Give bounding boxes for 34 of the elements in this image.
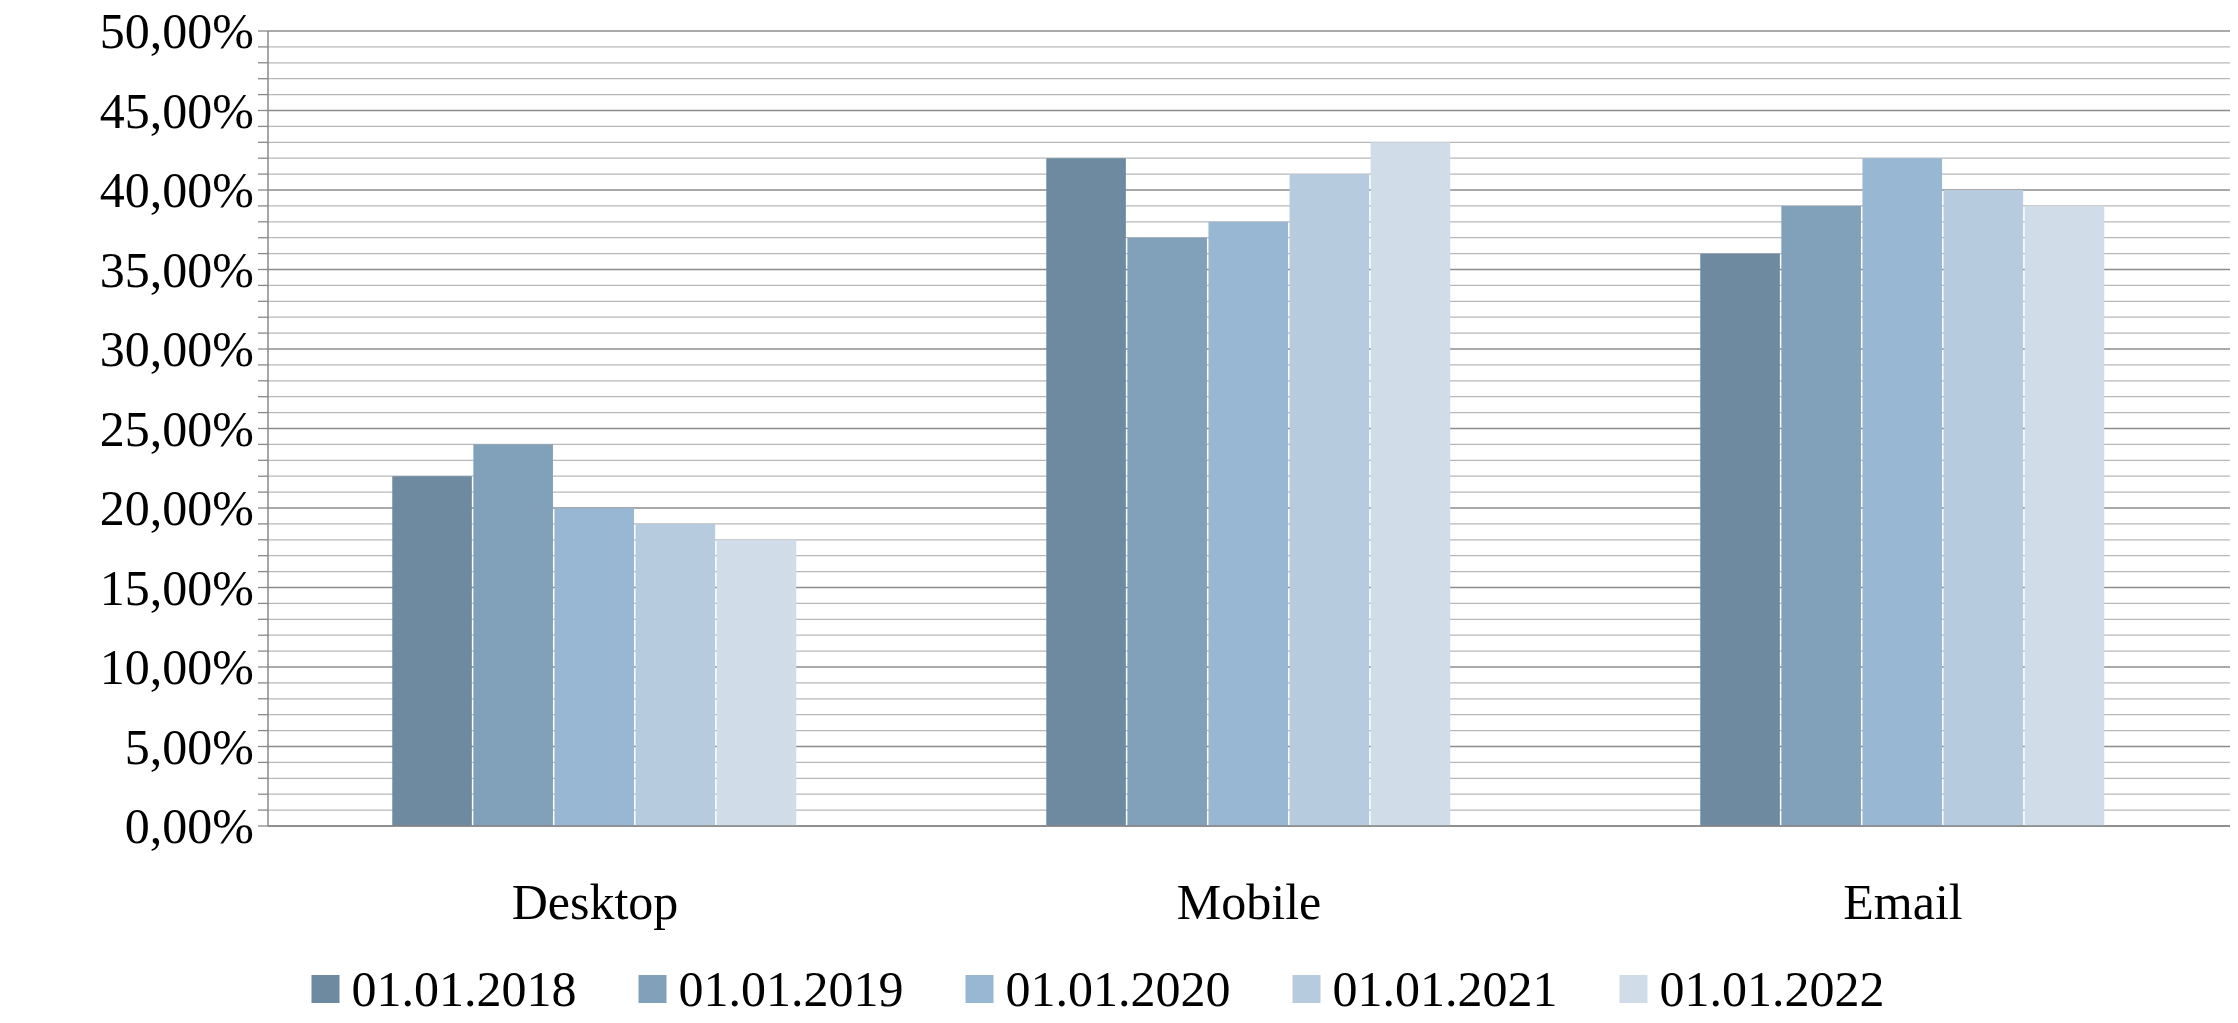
bar xyxy=(554,508,635,826)
bar xyxy=(1862,158,1943,826)
y-tick-label: 35,00% xyxy=(99,241,254,298)
legend-label: 01.01.2022 xyxy=(1659,961,1885,1017)
bar xyxy=(716,539,797,826)
x-tick-label: Mobile xyxy=(1176,874,1322,930)
y-tick-label: 15,00% xyxy=(99,559,254,616)
y-tick-label: 45,00% xyxy=(99,82,254,139)
bar xyxy=(1289,174,1370,826)
y-tick-label: 30,00% xyxy=(99,321,254,377)
y-tick-label: 5,00% xyxy=(124,718,254,775)
bar xyxy=(1208,221,1289,826)
y-tick-label: 40,00% xyxy=(99,162,254,218)
y-tick-label: 0,00% xyxy=(124,798,254,854)
y-tick-label: 10,00% xyxy=(99,639,254,695)
bar xyxy=(635,523,716,826)
bar xyxy=(2024,205,2105,826)
bar xyxy=(1127,237,1207,826)
y-tick-label: 20,00% xyxy=(99,480,254,536)
bar xyxy=(1700,253,1780,826)
x-tick-label: Email xyxy=(1843,874,1963,930)
bar xyxy=(473,444,553,826)
legend-label: 01.01.2020 xyxy=(1005,961,1231,1017)
bar xyxy=(1781,205,1861,826)
legend-label: 01.01.2021 xyxy=(1332,961,1558,1017)
y-tick-label: 25,00% xyxy=(99,400,254,457)
legend-label: 01.01.2018 xyxy=(351,961,577,1017)
bar xyxy=(392,476,472,826)
x-tick-label: Desktop xyxy=(511,874,679,930)
bar xyxy=(1943,190,2024,826)
bar xyxy=(1370,142,1451,826)
y-tick-label: 50,00% xyxy=(99,3,254,59)
bar xyxy=(1046,158,1126,826)
legend-label: 01.01.2019 xyxy=(678,961,904,1017)
